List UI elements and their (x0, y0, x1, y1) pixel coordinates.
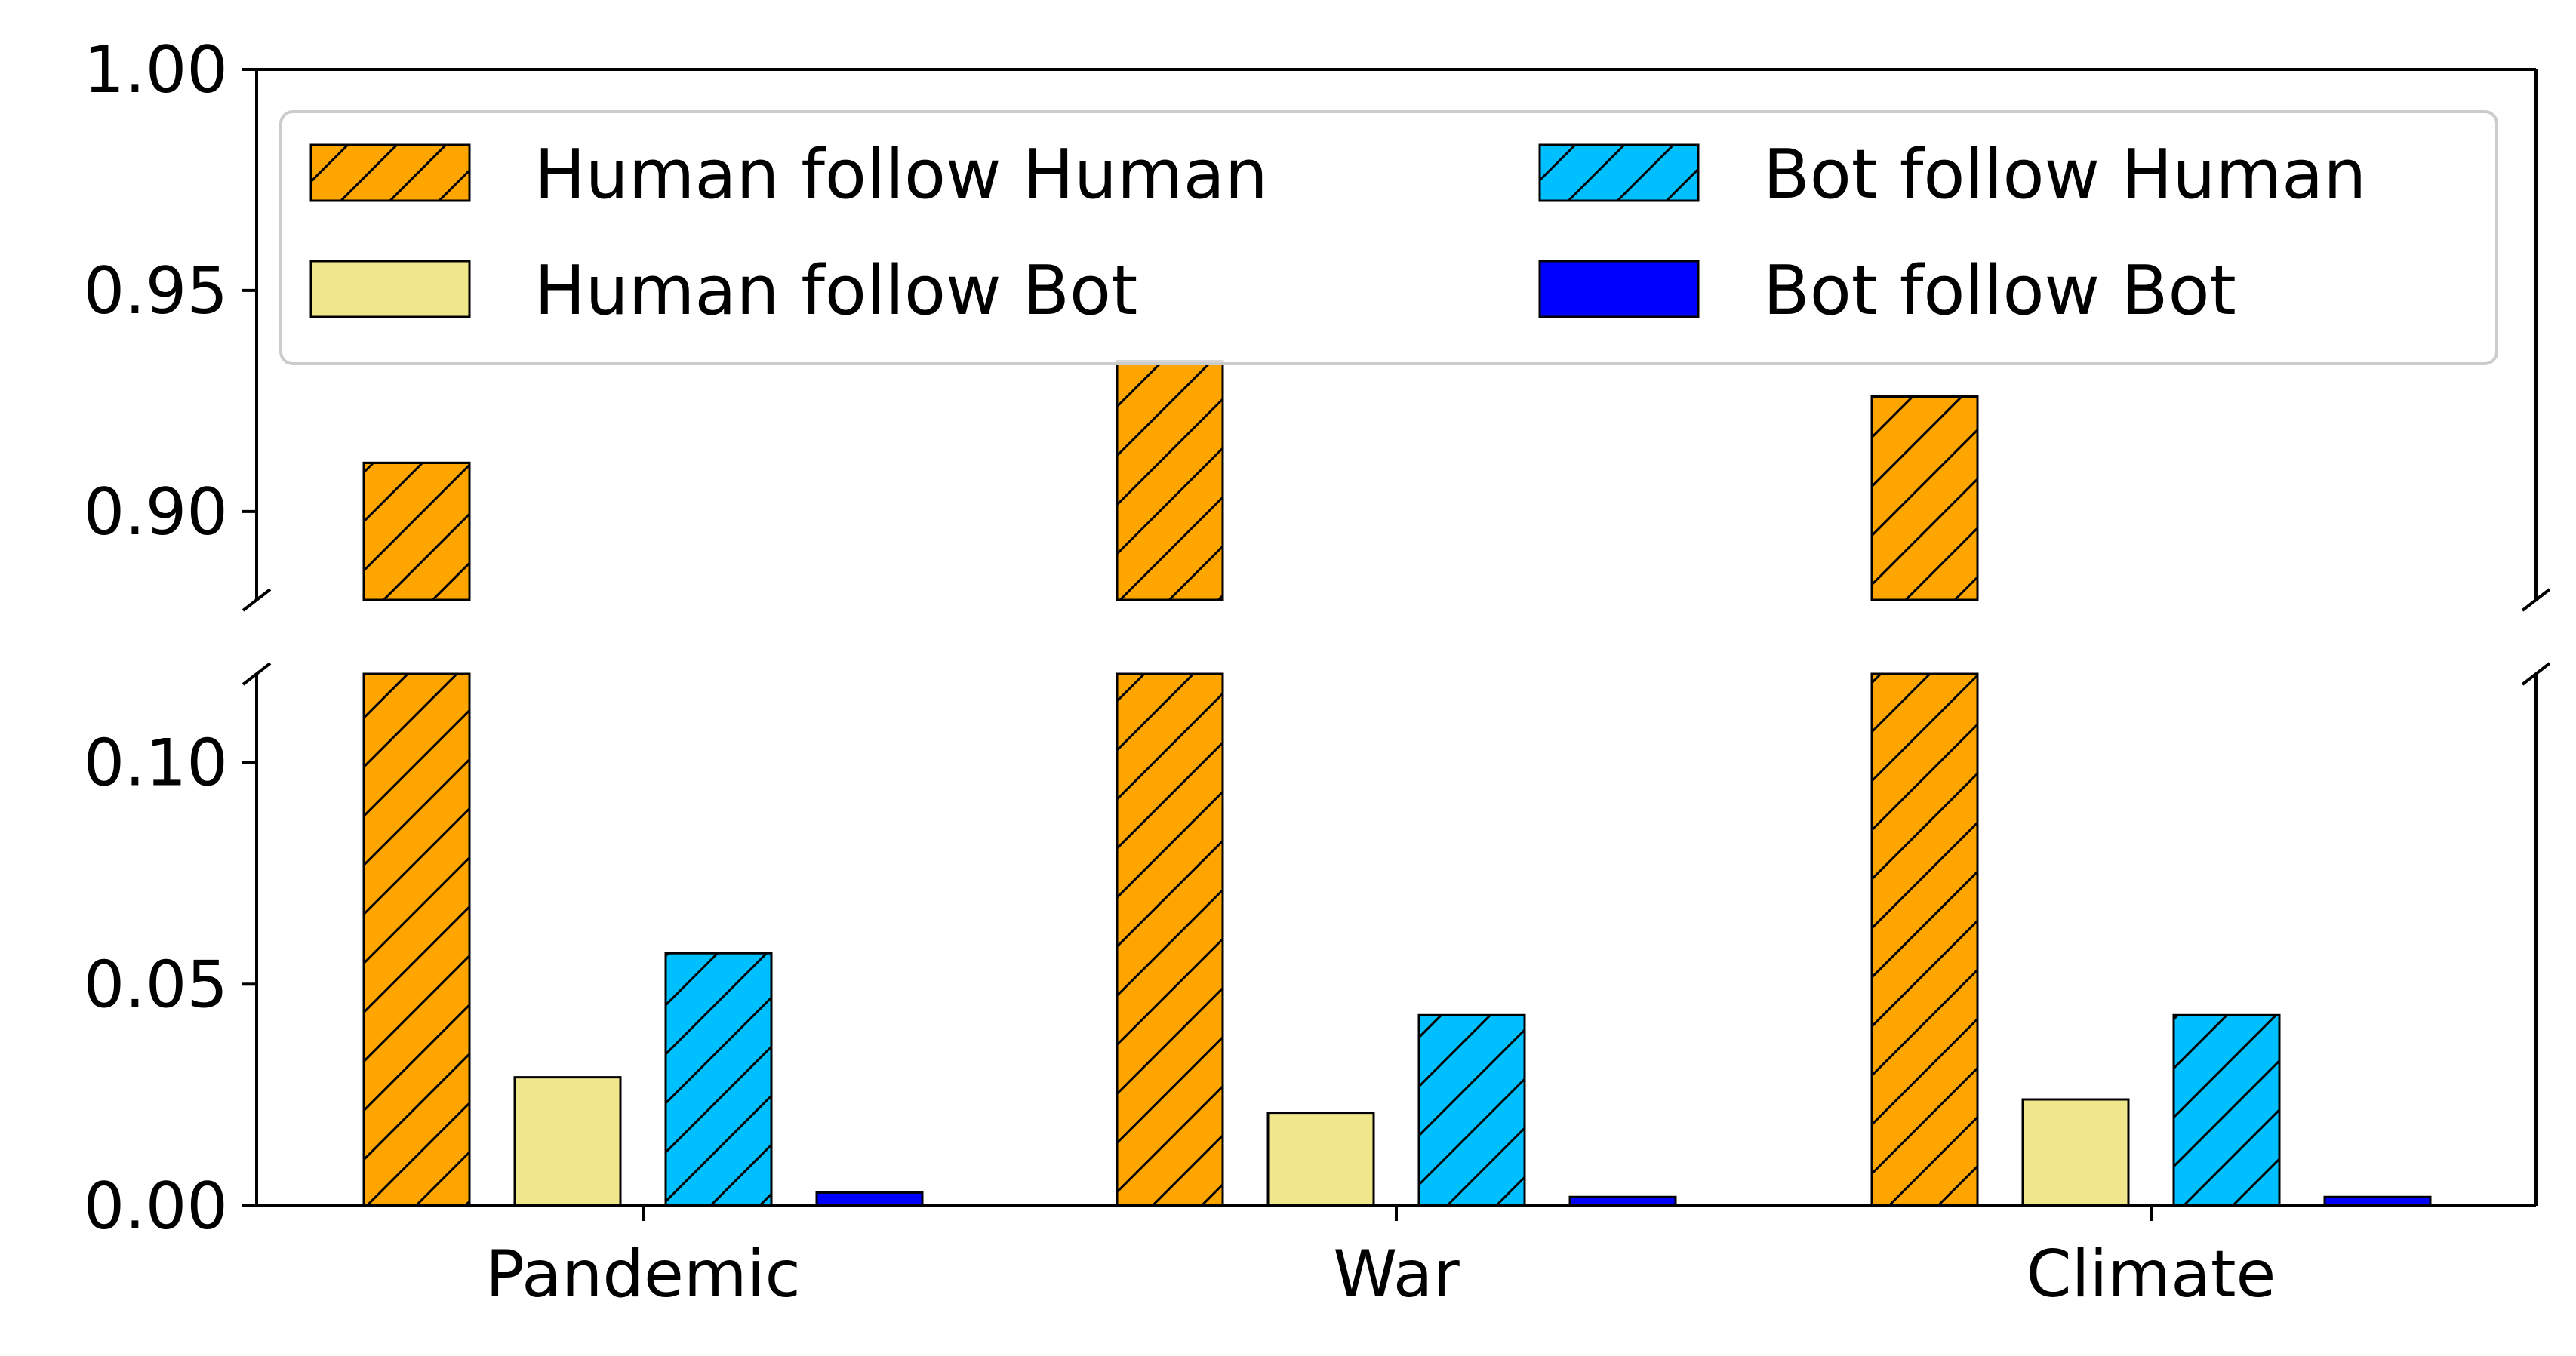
legend-label-human-follow-bot: Human follow Bot (534, 251, 1137, 331)
upper-plot-area: 0.90 0.95 1.00 (84, 32, 2551, 612)
legend-swatch-human-follow-bot (309, 260, 471, 318)
x-tick-label-war: War (1333, 1237, 1460, 1312)
y-tick-label: 0.90 (84, 475, 228, 550)
legend-label-bot-follow-human: Bot follow Human (1763, 135, 2366, 214)
legend-label-bot-follow-bot: Bot follow Bot (1763, 251, 2236, 331)
bar-hatch (2172, 1013, 2281, 1207)
legend-box (279, 110, 2498, 365)
bar-hatch (362, 672, 471, 1207)
axis-break-mark (2521, 588, 2551, 612)
bar-human-follow-bot-climate (2021, 1098, 2130, 1207)
axis-break-mark (242, 662, 272, 686)
bar-hatch (1116, 360, 1224, 601)
x-tick-labels: Pandemic War Climate (485, 1206, 2276, 1312)
axis-break-mark (242, 588, 272, 612)
legend: Human follow Human Human follow Bot Bot fo… (279, 110, 2498, 365)
bar-hatch (1417, 1013, 1526, 1207)
axis-break-mark (2521, 662, 2551, 686)
bar-hatch (1116, 672, 1224, 1207)
legend-label-human-follow-human: Human follow Human (534, 135, 1268, 214)
lower-plot-area: 0.00 0.05 0.10 (84, 662, 2551, 1244)
bar-hatch (362, 461, 471, 601)
bar-hatch (664, 952, 773, 1207)
y-tick-label: 0.00 (84, 1169, 228, 1244)
legend-swatch-hatch (309, 143, 471, 202)
bar-human-follow-bot-pandemic (513, 1076, 622, 1207)
y-tick-label: 1.00 (84, 32, 228, 108)
y-tick-label: 0.05 (84, 947, 228, 1022)
bar-hatch (1870, 672, 1979, 1207)
legend-swatch-bot-follow-bot (1538, 260, 1700, 318)
y-tick-label: 0.95 (84, 254, 228, 329)
y-tick-label: 0.10 (84, 726, 228, 801)
x-tick-label-climate: Climate (2027, 1237, 2276, 1312)
legend-swatch-hatch (1538, 143, 1700, 202)
bar-human-follow-bot-war (1266, 1112, 1375, 1207)
bar-bot-follow-bot-pandemic (815, 1191, 924, 1207)
bar-hatch (1870, 395, 1979, 601)
x-tick-label-pandemic: Pandemic (485, 1237, 801, 1312)
